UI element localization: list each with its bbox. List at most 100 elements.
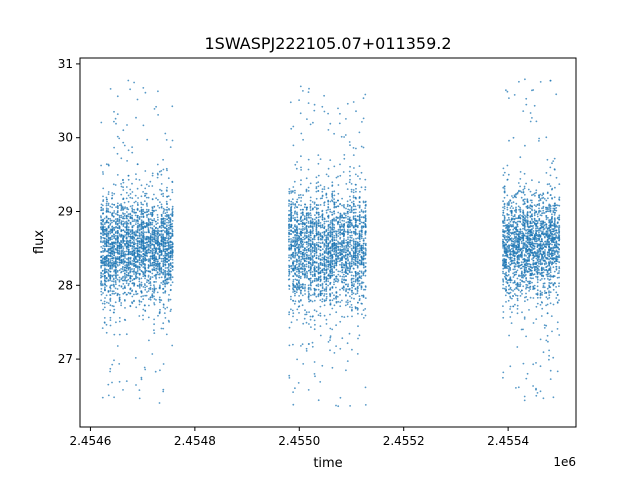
data-point	[341, 271, 344, 274]
data-point	[293, 207, 296, 209]
data-point	[162, 220, 165, 222]
data-point	[155, 229, 157, 232]
data-point	[100, 246, 103, 248]
data-point	[325, 230, 328, 233]
data-point	[310, 254, 312, 256]
data-point	[349, 241, 351, 244]
data-point	[350, 274, 353, 277]
data-point	[107, 237, 110, 239]
data-point	[171, 254, 174, 257]
data-point	[360, 262, 363, 265]
data-point	[138, 261, 141, 264]
data-point	[333, 224, 336, 226]
data-point	[364, 251, 367, 254]
data-point	[146, 281, 148, 284]
data-point	[102, 187, 105, 190]
data-point	[309, 273, 312, 276]
data-point	[102, 251, 104, 253]
data-point	[343, 276, 345, 278]
data-point	[341, 281, 344, 284]
data-point	[136, 98, 139, 101]
data-point	[164, 263, 167, 266]
data-point	[107, 302, 110, 304]
data-point	[329, 303, 332, 306]
data-point	[171, 230, 174, 233]
data-point	[133, 249, 136, 252]
data-point	[304, 231, 306, 234]
data-point	[165, 254, 168, 257]
data-point	[111, 213, 113, 216]
data-point	[151, 293, 154, 296]
data-point	[307, 222, 310, 225]
data-point	[133, 278, 136, 280]
data-point	[120, 203, 122, 205]
data-point	[134, 357, 137, 359]
data-point	[113, 308, 116, 311]
data-point	[129, 268, 132, 271]
data-point	[138, 232, 141, 235]
data-point	[103, 269, 106, 271]
data-point	[142, 266, 145, 269]
data-point	[127, 272, 130, 274]
data-point	[337, 270, 340, 273]
data-point	[351, 256, 353, 259]
data-point	[101, 269, 104, 272]
data-point	[126, 211, 128, 213]
data-point	[116, 246, 119, 249]
data-point	[333, 239, 336, 242]
data-point	[116, 257, 119, 260]
data-point	[126, 293, 128, 296]
data-point	[350, 211, 353, 214]
data-point	[120, 193, 123, 196]
data-point	[131, 236, 134, 239]
data-point	[329, 227, 332, 229]
data-point	[308, 323, 310, 325]
data-point	[133, 231, 136, 234]
data-point	[149, 296, 152, 299]
data-point	[124, 319, 127, 321]
data-point	[356, 233, 359, 235]
data-point	[100, 271, 102, 274]
data-point	[125, 236, 128, 239]
data-point	[311, 300, 314, 303]
data-point	[364, 265, 367, 268]
data-point	[317, 279, 320, 282]
data-point	[337, 241, 340, 244]
data-point	[131, 197, 134, 200]
data-point	[360, 233, 363, 236]
data-point	[115, 248, 117, 250]
data-point	[167, 298, 170, 301]
data-point	[140, 254, 143, 257]
data-point	[138, 397, 141, 400]
data-point	[156, 243, 159, 246]
data-point	[315, 261, 318, 264]
data-point	[131, 182, 133, 185]
data-point	[288, 229, 290, 232]
data-point	[153, 231, 156, 234]
data-point	[153, 332, 156, 334]
data-point	[127, 174, 130, 177]
data-point	[125, 269, 128, 272]
data-point	[335, 219, 337, 222]
data-point	[120, 286, 123, 288]
data-point	[339, 347, 342, 350]
data-point	[129, 263, 132, 265]
data-point	[351, 284, 353, 287]
data-point	[299, 250, 302, 253]
data-point	[137, 272, 139, 275]
data-point	[309, 269, 312, 271]
data-point	[127, 258, 130, 261]
data-point	[144, 286, 147, 289]
data-point	[124, 277, 127, 280]
data-point	[290, 233, 292, 235]
data-point	[351, 309, 353, 312]
data-point	[296, 216, 299, 219]
data-point	[323, 188, 326, 191]
data-point	[360, 277, 363, 280]
data-point	[337, 405, 340, 408]
data-point	[344, 214, 347, 217]
data-point	[112, 265, 115, 268]
data-point	[309, 244, 312, 247]
data-point	[327, 112, 329, 115]
data-point	[306, 118, 308, 120]
